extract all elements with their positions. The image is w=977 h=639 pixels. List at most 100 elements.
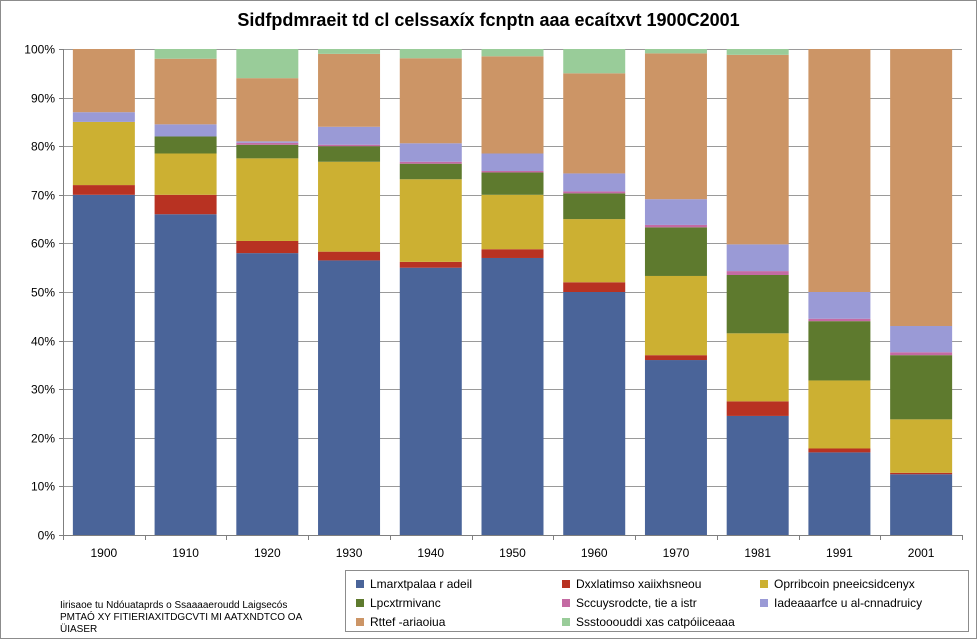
bar-segment	[399, 58, 462, 144]
bar-segment	[890, 355, 953, 420]
bar-segment	[399, 261, 462, 268]
x-tick-label: 1991	[826, 546, 853, 560]
bar-segment	[72, 194, 135, 536]
bar-segment	[236, 49, 299, 79]
bar-segment	[154, 124, 217, 137]
bar-segment	[318, 126, 381, 145]
bar-segment	[726, 271, 789, 275]
bar-segment	[481, 194, 544, 250]
bar-segment	[644, 53, 707, 200]
y-tick-label: 80%	[31, 140, 55, 154]
bar-segment	[236, 158, 299, 241]
y-tick-label: 70%	[31, 189, 55, 203]
bar-segment	[808, 380, 871, 449]
bar-segment	[726, 415, 789, 535]
bar-segment	[644, 199, 707, 225]
legend-swatch	[356, 618, 364, 626]
bar-segment	[236, 144, 299, 159]
bar-segment	[644, 227, 707, 276]
legend-label: Dxxlatimso xaiixhsneou	[576, 577, 702, 591]
bar-segment	[808, 452, 871, 535]
legend-swatch	[356, 580, 364, 588]
bar-segment	[318, 144, 381, 147]
y-tick-label: 100%	[24, 43, 55, 57]
bar-segment	[399, 143, 462, 162]
bar-segment	[808, 292, 871, 319]
source-note: Iirisaoe tu Ndóuataprds o Ssaaaaeroudd L…	[60, 600, 350, 636]
bar-segment	[726, 54, 789, 245]
x-tick-label: 1930	[336, 546, 363, 560]
bar-segment	[154, 153, 217, 195]
y-tick-label: 60%	[31, 237, 55, 251]
bar-segment	[563, 219, 626, 283]
bar-segment	[890, 49, 953, 327]
legend-label: Ssstooouddi xas catpóiiceaaa	[576, 615, 735, 629]
bar-segment	[890, 472, 953, 475]
bar-segment	[318, 161, 381, 252]
legend-swatch	[760, 599, 768, 607]
legend-swatch	[562, 580, 570, 588]
bar-segment	[563, 282, 626, 292]
x-tick-label: 1970	[663, 546, 690, 560]
y-tick-label: 30%	[31, 383, 55, 397]
source-note-line: PMTAÓ XY FITIERIAXITDGCVTI MI AATXNDTCO …	[60, 612, 303, 623]
legend-label: Iadeaaarfce u al-cnnadruicy	[774, 596, 923, 610]
bar-segment	[236, 142, 299, 145]
y-tick-label: 20%	[31, 432, 55, 446]
legend-item: Oprribcoin pneeicsidcenyx	[760, 577, 915, 591]
bar-segment	[236, 240, 299, 254]
legend-swatch	[356, 599, 364, 607]
bar-segment	[890, 474, 953, 535]
legend-item: Iadeaaarfce u al-cnnadruicy	[760, 596, 922, 610]
x-tick-label: 2001	[908, 546, 935, 560]
bar-segment	[563, 292, 626, 535]
legend-swatch	[562, 599, 570, 607]
x-tick-label: 1910	[172, 546, 199, 560]
x-tick-label: 1981	[744, 546, 771, 560]
bar-segment	[154, 58, 217, 125]
bar-segment	[154, 49, 217, 59]
bar-segment	[644, 355, 707, 361]
legend-swatch	[562, 618, 570, 626]
bar-segment	[318, 49, 381, 54]
y-tick-label: 40%	[31, 335, 55, 349]
bar-segment	[399, 163, 462, 180]
legend-item: Sccuysrodcte, tie a istr	[562, 596, 697, 610]
bar-segment	[726, 274, 789, 334]
bar-segment	[563, 191, 626, 194]
source-note-line: ÜIASER	[60, 624, 98, 635]
bar-segment	[808, 321, 871, 381]
y-tick-label: 0%	[38, 529, 56, 543]
bar-segment	[644, 360, 707, 535]
bar-segment	[481, 56, 544, 154]
bar-segment	[644, 49, 707, 54]
legend-label: Rttef -ariaoiua	[370, 615, 446, 629]
bar-segment	[563, 49, 626, 74]
source-note-line: Iirisaoe tu Ndóuataprds o Ssaaaaeroudd L…	[60, 600, 288, 611]
legend-item: Rttef -ariaoiua	[356, 615, 445, 629]
bar-segment	[72, 185, 135, 195]
bar-segment	[72, 49, 135, 113]
bar-segment	[726, 244, 789, 272]
bar-segment	[72, 121, 135, 186]
bar-segment	[318, 146, 381, 162]
x-tick-label: 1960	[581, 546, 608, 560]
bar-segment	[644, 275, 707, 356]
bar-segment	[72, 112, 135, 122]
legend-swatch	[760, 580, 768, 588]
x-tick-label: 1900	[91, 546, 118, 560]
bar-segment	[808, 49, 871, 292]
legend-item: Lmarxtpalaa r adeil	[356, 577, 472, 591]
bar-segment	[236, 253, 299, 535]
bar-segment	[481, 49, 544, 57]
bar-segment	[481, 249, 544, 258]
y-tick-label: 90%	[31, 92, 55, 106]
legend-label: Sccuysrodcte, tie a istr	[576, 596, 697, 610]
bar-segment	[154, 214, 217, 536]
x-tick-label: 1940	[417, 546, 444, 560]
bar-segment	[399, 49, 462, 59]
y-tick-label: 10%	[31, 480, 55, 494]
chart-title: Sidfpdmraeit td cl celssaxíx fcnptn aaa …	[237, 10, 740, 30]
bar-segment	[318, 251, 381, 261]
